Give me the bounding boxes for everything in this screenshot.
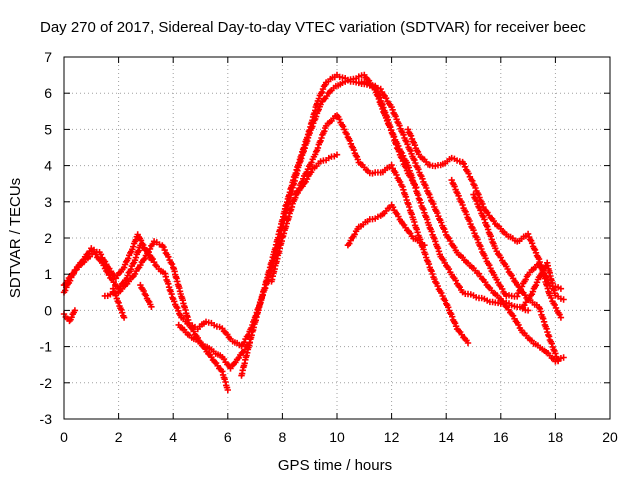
- y-tick-label: 5: [44, 121, 52, 137]
- x-tick-label: 12: [384, 429, 400, 445]
- chart-title: Day 270 of 2017, Sidereal Day-to-day VTE…: [40, 19, 586, 36]
- data-point-markers: [519, 259, 567, 310]
- data-point-markers: [344, 201, 428, 249]
- x-tick-label: 10: [329, 429, 345, 445]
- y-tick-label: 3: [44, 194, 52, 210]
- x-axis-label: GPS time / hours: [278, 457, 392, 474]
- series-sat-f: [137, 281, 155, 310]
- data-point-markers: [251, 71, 532, 321]
- y-tick-label: 4: [44, 158, 52, 174]
- x-tick-label: 6: [224, 429, 232, 445]
- series-sat-i: [251, 71, 532, 321]
- y-tick-label: 6: [44, 85, 52, 101]
- x-tick-label: 2: [115, 429, 123, 445]
- data-point-markers: [175, 321, 253, 372]
- series-sat-e: [109, 285, 128, 321]
- x-tick-label: 0: [60, 429, 68, 445]
- y-tick-label: 2: [44, 230, 52, 246]
- series-sat-n: [404, 126, 565, 321]
- series-sat-q: [519, 259, 567, 310]
- data-point-markers: [292, 151, 341, 198]
- y-tick-label: -2: [40, 375, 53, 391]
- y-tick-label: -3: [40, 411, 53, 427]
- data-point-markers: [109, 285, 128, 321]
- series-sat-k: [292, 151, 341, 198]
- data-point-markers: [355, 79, 567, 365]
- data-point-markers: [137, 281, 155, 310]
- data-markers: [60, 71, 567, 394]
- x-tick-label: 16: [493, 429, 509, 445]
- y-axis-label: SDTVAR / TECUs: [7, 178, 24, 298]
- x-tick-label: 14: [438, 429, 454, 445]
- y-tick-label: 0: [44, 302, 52, 318]
- x-tick-label: 20: [602, 429, 618, 445]
- series-sat-m: [355, 79, 567, 365]
- x-tick-label: 8: [279, 429, 287, 445]
- y-tick-label: 1: [44, 266, 52, 282]
- series-sat-l: [344, 201, 428, 249]
- x-tick-label: 4: [169, 429, 177, 445]
- series-sat-g: [175, 321, 253, 372]
- y-tick-label: -1: [40, 339, 53, 355]
- data-point-markers: [404, 126, 565, 321]
- y-tick-label: 7: [44, 49, 52, 65]
- x-tick-label: 18: [548, 429, 564, 445]
- series-sat-p: [470, 191, 562, 365]
- data-point-markers: [470, 191, 562, 365]
